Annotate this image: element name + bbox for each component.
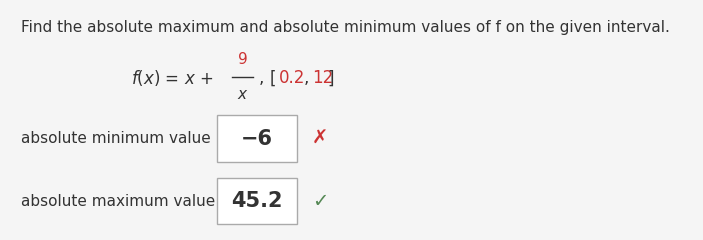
Text: $x$: $x$	[237, 87, 248, 102]
Text: ✓: ✓	[312, 192, 328, 210]
Text: absolute maximum value: absolute maximum value	[21, 194, 216, 209]
Text: ]: ]	[328, 69, 334, 87]
FancyBboxPatch shape	[217, 178, 297, 224]
Text: 12: 12	[312, 69, 333, 87]
FancyBboxPatch shape	[217, 115, 297, 162]
Text: $f$($x$) = $x$ +: $f$($x$) = $x$ +	[131, 68, 214, 88]
Text: [: [	[270, 69, 276, 87]
Text: 9: 9	[238, 52, 247, 67]
Text: 0.2: 0.2	[278, 69, 305, 87]
Text: ,: ,	[304, 69, 314, 87]
Text: absolute minimum value: absolute minimum value	[21, 131, 211, 146]
Text: ,: ,	[259, 69, 264, 87]
Text: Find the absolute maximum and absolute minimum values of f on the given interval: Find the absolute maximum and absolute m…	[21, 20, 670, 35]
Text: ✗: ✗	[312, 129, 328, 148]
Text: 45.2: 45.2	[231, 191, 283, 211]
Text: −6: −6	[241, 129, 273, 149]
